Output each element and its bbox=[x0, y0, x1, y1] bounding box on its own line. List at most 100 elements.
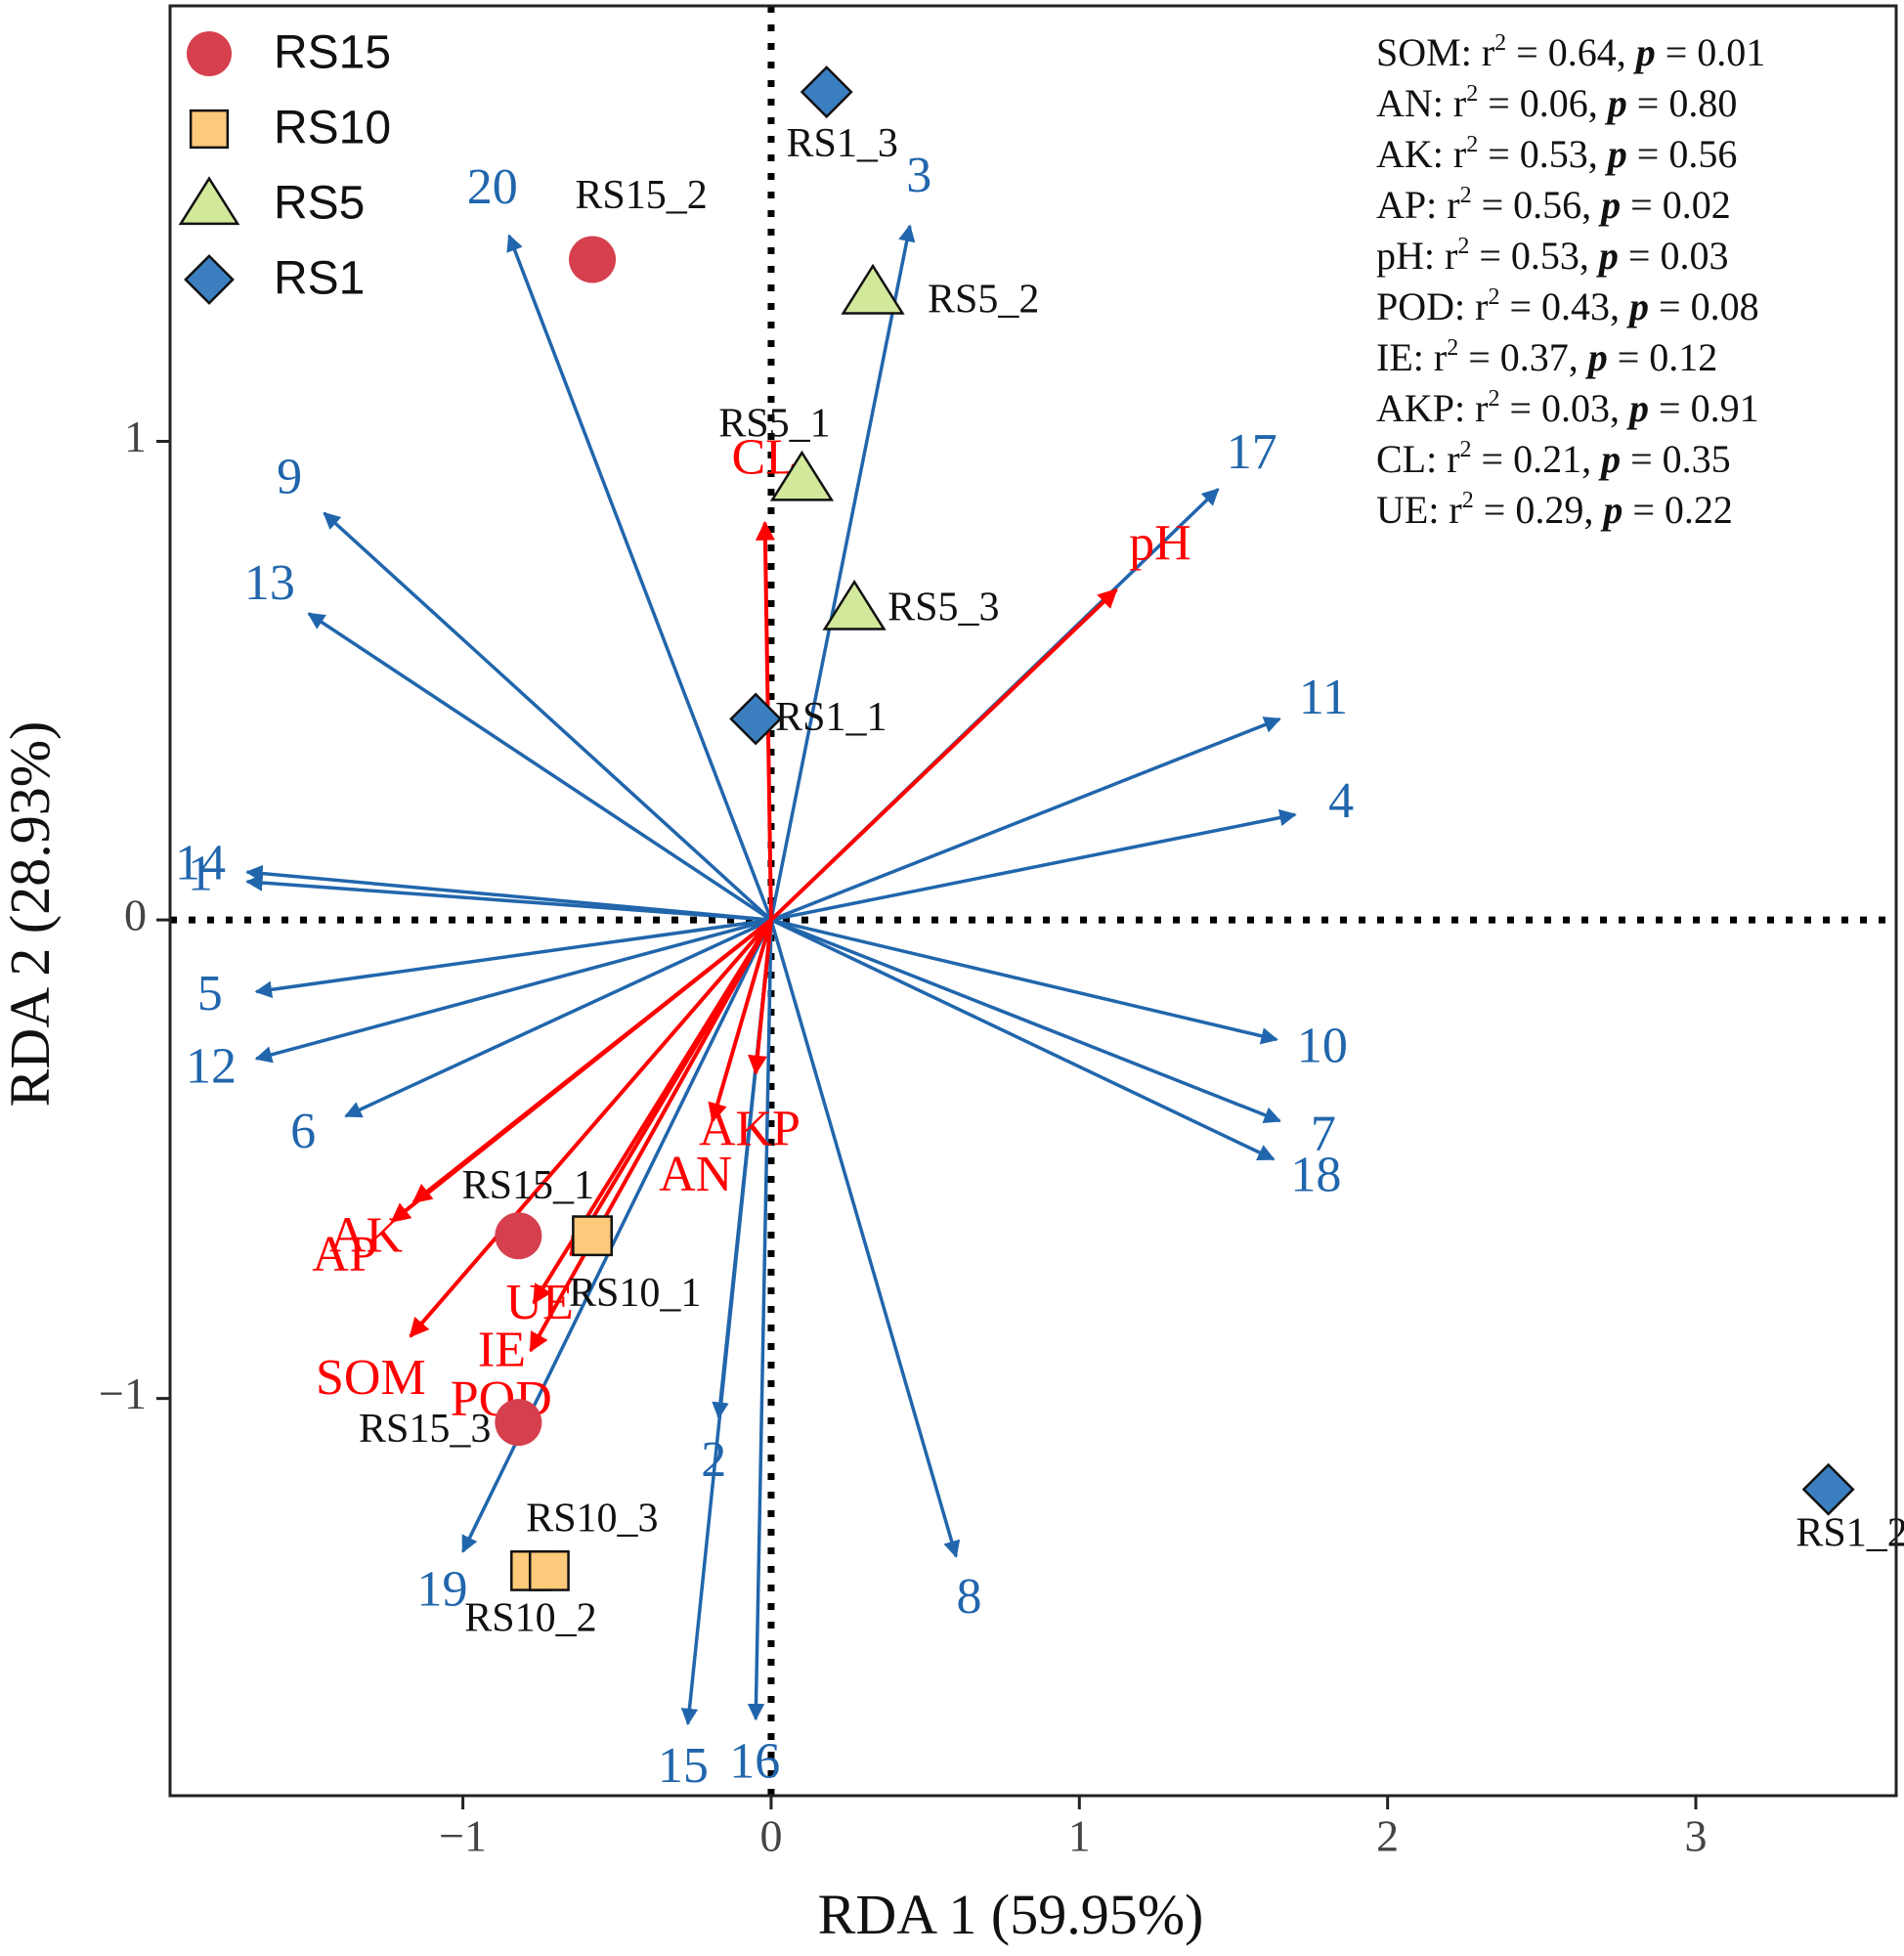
species-arrow-14 bbox=[245, 864, 772, 922]
env-arrow-POD bbox=[529, 919, 773, 1353]
sample-point-RS1_3 bbox=[800, 65, 853, 119]
sample-point-RS5_3 bbox=[822, 579, 887, 630]
species-label-10: 10 bbox=[1297, 1018, 1348, 1073]
species-label-1: 1 bbox=[188, 846, 213, 901]
legend-marker-RS5 bbox=[178, 176, 240, 226]
env-arrow-SOM bbox=[409, 918, 773, 1338]
sample-label-RS5_3: RS5_3 bbox=[887, 586, 999, 630]
species-arrow-7 bbox=[770, 918, 1281, 1124]
sample-point-RS15_2 bbox=[569, 236, 617, 283]
sample-point-RS15_3 bbox=[495, 1399, 542, 1447]
y-tick-label--1: −1 bbox=[99, 1369, 147, 1418]
env-arrow-AP bbox=[390, 918, 773, 1224]
sample-points: RS15_1 RS15_2 RS15_3 RS10_1 RS10_2 RS10_3 RS5_… bbox=[359, 65, 1904, 1641]
legend-label-RS5: RS5 bbox=[274, 178, 365, 230]
stat-line-AP: AP: r2 = 0.56, p = 0.02 bbox=[1376, 183, 1731, 228]
species-label-19: 19 bbox=[417, 1561, 468, 1617]
species-arrow-12 bbox=[254, 918, 772, 1064]
sample-point-RS1_1 bbox=[729, 692, 783, 746]
env-label-IE: IE bbox=[478, 1322, 526, 1377]
sample-point-RS10_1 bbox=[572, 1215, 613, 1257]
species-label-6: 6 bbox=[290, 1104, 316, 1159]
species-label-5: 5 bbox=[197, 966, 223, 1021]
stat-line-pH: pH: r2 = 0.53, p = 0.03 bbox=[1376, 234, 1728, 279]
legend-label-RS1: RS1 bbox=[274, 253, 365, 305]
species-label-20: 20 bbox=[467, 159, 518, 215]
species-label-16: 16 bbox=[729, 1734, 780, 1790]
env-label-CL: CL bbox=[731, 430, 796, 486]
legend-marker-RS15 bbox=[187, 31, 232, 76]
stat-line-POD: POD: r2 = 0.43, p = 0.08 bbox=[1376, 284, 1759, 329]
axes: −1 0 1 2 3−101 bbox=[99, 412, 1707, 1860]
stat-line-CL: CL: r2 = 0.21, p = 0.35 bbox=[1376, 437, 1731, 482]
species-label-4: 4 bbox=[1328, 773, 1354, 829]
env-label-pH: pH bbox=[1129, 515, 1191, 571]
species-label-3: 3 bbox=[906, 148, 931, 203]
species-arrow-6 bbox=[344, 918, 772, 1118]
sample-label-RS10_1: RS10_1 bbox=[569, 1271, 701, 1316]
species-arrow-19 bbox=[461, 919, 773, 1553]
species-label-12: 12 bbox=[186, 1038, 237, 1094]
stat-line-SOM: SOM: r2 = 0.64, p = 0.01 bbox=[1376, 30, 1765, 75]
sample-label-RS1_1: RS1_1 bbox=[775, 695, 887, 740]
species-label-9: 9 bbox=[277, 450, 302, 505]
sample-point-RS10_3 bbox=[528, 1549, 570, 1591]
sample-label-RS1_3: RS1_3 bbox=[787, 121, 898, 166]
env-label-AN: AN bbox=[659, 1147, 732, 1202]
species-label-7: 7 bbox=[1311, 1106, 1336, 1161]
x-tick-label-1: 1 bbox=[1068, 1811, 1091, 1861]
species-label-14: 14 bbox=[175, 836, 226, 891]
x-axis-title: RDA 1 (59.95%) bbox=[818, 1883, 1204, 1946]
species-label-18: 18 bbox=[1290, 1147, 1341, 1202]
env-arrow-pH bbox=[769, 587, 1118, 922]
species-arrow-18 bbox=[770, 918, 1276, 1161]
env-arrow-AKP bbox=[748, 919, 773, 1075]
sample-point-RS5_1 bbox=[769, 450, 835, 501]
stat-line-AK: AK: r2 = 0.53, p = 0.56 bbox=[1376, 132, 1737, 177]
x-tick-label-0: 0 bbox=[759, 1811, 782, 1861]
legend-marker-RS1 bbox=[184, 254, 235, 305]
env-arrow-UE bbox=[569, 919, 773, 1257]
sample-label-RS5_1: RS5_1 bbox=[718, 401, 830, 446]
species-arrow-9 bbox=[323, 511, 773, 922]
species-label-17: 17 bbox=[1227, 424, 1277, 480]
species-label-8: 8 bbox=[957, 1569, 982, 1625]
sample-label-RS10_3: RS10_3 bbox=[526, 1497, 658, 1542]
y-tick-label-1: 1 bbox=[124, 412, 147, 461]
species-label-11: 11 bbox=[1299, 670, 1348, 725]
legend-label-RS15: RS15 bbox=[274, 27, 391, 79]
sample-label-RS1_2: RS1_2 bbox=[1796, 1510, 1904, 1555]
species-arrow-3 bbox=[769, 224, 916, 921]
species-label-13: 13 bbox=[244, 555, 295, 611]
x-tick-label-3: 3 bbox=[1685, 1811, 1708, 1861]
sample-label-RS15_2: RS15_2 bbox=[575, 173, 707, 218]
y-axis-title: RDA 2 (28.93%) bbox=[0, 721, 62, 1108]
stat-line-UE: UE: r2 = 0.29, p = 0.22 bbox=[1376, 488, 1733, 533]
sample-point-RS15_1 bbox=[495, 1212, 542, 1260]
x-tick-label-2: 2 bbox=[1376, 1811, 1399, 1861]
env-label-SOM: SOM bbox=[316, 1350, 426, 1406]
sample-label-RS15_1: RS15_1 bbox=[462, 1163, 594, 1208]
env-arrow-AN bbox=[708, 919, 773, 1123]
stat-line-IE: IE: r2 = 0.37, p = 0.12 bbox=[1376, 335, 1717, 380]
species-arrow-8 bbox=[769, 919, 961, 1558]
env-label-AKP: AKP bbox=[699, 1101, 801, 1156]
legend-marker-RS10 bbox=[189, 109, 230, 150]
sample-point-RS1_2 bbox=[1801, 1462, 1855, 1516]
species-arrow-20 bbox=[506, 234, 773, 921]
stat-line-AN: AN: r2 = 0.06, p = 0.80 bbox=[1376, 81, 1737, 126]
stat-line-AKP: AKP: r2 = 0.03, p = 0.91 bbox=[1376, 386, 1759, 431]
species-arrow-10 bbox=[770, 918, 1278, 1045]
legend-label-RS10: RS10 bbox=[274, 103, 391, 154]
plot-frame bbox=[168, 4, 1898, 1798]
sample-label-RS15_3: RS15_3 bbox=[359, 1407, 491, 1452]
sample-label-RS10_2: RS10_2 bbox=[464, 1596, 596, 1641]
sample-point-RS5_2 bbox=[841, 263, 905, 315]
species-arrow-13 bbox=[307, 612, 772, 922]
species-arrow-4 bbox=[770, 808, 1297, 922]
species-arrow-11 bbox=[770, 717, 1281, 922]
stats-annotation: SOM: r2 = 0.64, p = 0.01 AN: r2 = 0.06, p… bbox=[1376, 30, 1765, 533]
species-arrow-5 bbox=[254, 918, 772, 999]
